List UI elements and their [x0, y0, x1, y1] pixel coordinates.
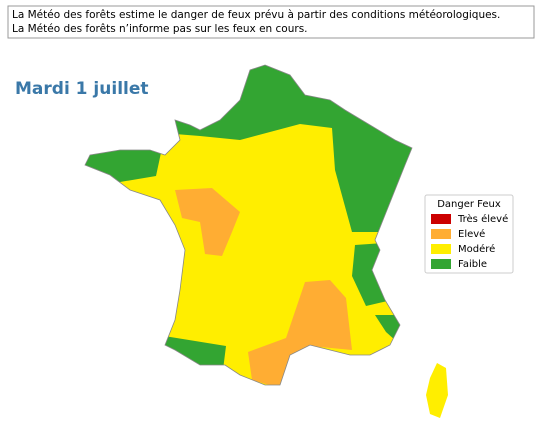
legend-swatch [431, 214, 451, 224]
legend-swatch [431, 259, 451, 269]
legend-label: Elevé [458, 228, 485, 240]
legend: Danger Feux Très élevé Elevé Modéré Faible [424, 194, 514, 274]
corsica [426, 363, 448, 418]
legend-label: Faible [458, 259, 487, 270]
region [248, 280, 352, 385]
notice-line: La Météo des forêts n’informe pas sur le… [12, 23, 308, 35]
legend-title: Danger Feux [437, 199, 501, 210]
legend-label: Modéré [458, 243, 495, 255]
map [85, 65, 412, 385]
legend-swatch [431, 244, 451, 254]
notice-box [7, 5, 535, 39]
region [175, 188, 240, 256]
map-title: Mardi 1 juillet [15, 79, 149, 99]
notice-line: La Météo des forêts estime le danger de … [12, 9, 500, 21]
legend-swatch [431, 229, 451, 239]
legend-label: Très élevé [457, 213, 508, 225]
region [85, 148, 162, 182]
